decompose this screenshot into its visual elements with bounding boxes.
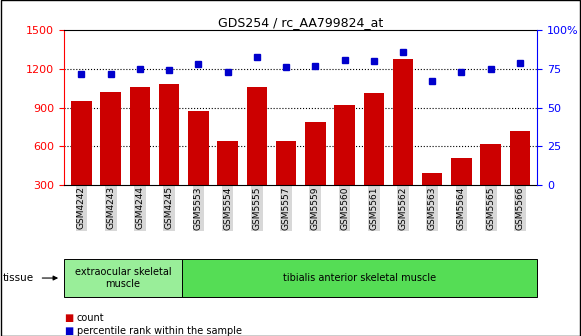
Bar (510, 131, 530, 185)
Text: extraocular skeletal
muscle: extraocular skeletal muscle (75, 267, 171, 289)
Text: percentile rank within the sample: percentile rank within the sample (77, 326, 242, 336)
Text: tibialis anterior skeletal muscle: tibialis anterior skeletal muscle (284, 273, 436, 283)
Bar (305, 122, 325, 185)
Bar (159, 84, 180, 185)
Bar (188, 111, 209, 185)
Bar (422, 173, 442, 185)
Text: ■: ■ (64, 326, 73, 336)
Text: ■: ■ (64, 312, 73, 323)
Bar (217, 141, 238, 185)
Bar (130, 87, 150, 185)
Bar (480, 143, 501, 185)
Text: tissue: tissue (3, 273, 34, 283)
Text: count: count (77, 312, 105, 323)
Bar (71, 101, 92, 185)
Bar (393, 58, 413, 185)
Bar (451, 158, 472, 185)
Bar (364, 93, 384, 185)
Bar (334, 105, 355, 185)
Title: GDS254 / rc_AA799824_at: GDS254 / rc_AA799824_at (218, 16, 383, 29)
Bar (101, 92, 121, 185)
Bar (246, 87, 267, 185)
Bar (276, 141, 296, 185)
